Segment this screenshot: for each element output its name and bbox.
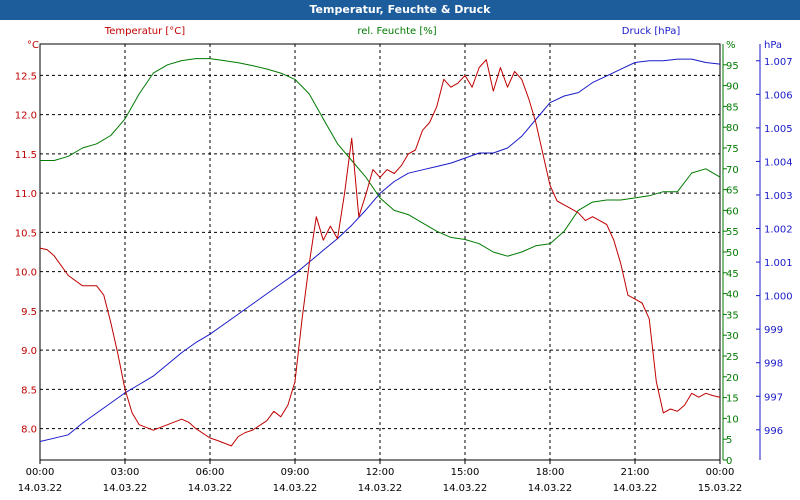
temperature-tick-label: 11.5 xyxy=(15,150,37,161)
pressure-series-line xyxy=(39,58,721,442)
humidity-series-line xyxy=(40,58,721,257)
pressure-tick-label: 1.004 xyxy=(764,157,793,168)
x-tick-date: 14.03.22 xyxy=(613,483,658,494)
pressure-axis-label: Druck [hPa] xyxy=(622,26,681,37)
temperature-tick-label: 8.0 xyxy=(21,425,37,436)
temperature-tick-label: 9.0 xyxy=(21,346,37,357)
temperature-series-line xyxy=(39,59,721,447)
humidity-tick-label: 25 xyxy=(726,352,739,363)
temperature-tick-label: 11.0 xyxy=(15,189,37,200)
humidity-tick-label: 55 xyxy=(726,227,739,238)
temperature-unit-label: °C xyxy=(27,40,39,51)
pressure-unit-label: hPa xyxy=(764,40,782,51)
pressure-tick-label: 1.007 xyxy=(764,57,793,68)
humidity-tick-label: 5 xyxy=(726,435,732,446)
temperature-tick-label: 10.0 xyxy=(15,268,37,279)
x-tick-time: 15:00 xyxy=(451,467,480,478)
x-tick-time: 06:00 xyxy=(196,467,225,478)
pressure-tick-label: 996 xyxy=(764,426,783,437)
humidity-tick-label: 80 xyxy=(726,123,739,134)
chart-title: Temperatur, Feuchte & Druck xyxy=(0,0,800,20)
x-tick-date: 14.03.22 xyxy=(273,483,318,494)
temperature-tick-label: 12.0 xyxy=(15,111,37,122)
x-tick-time: 00:00 xyxy=(706,467,735,478)
humidity-tick-label: 50 xyxy=(726,248,739,259)
x-tick-time: 09:00 xyxy=(281,467,310,478)
x-tick-date: 14.03.22 xyxy=(528,483,573,494)
plot-frame xyxy=(39,43,721,461)
humidity-tick-label: 60 xyxy=(726,206,739,217)
pressure-tick-label: 1.001 xyxy=(764,258,793,269)
humidity-tick-label: 40 xyxy=(726,290,739,301)
humidity-tick-label: 15 xyxy=(726,394,739,405)
x-tick-time: 12:00 xyxy=(366,467,395,478)
humidity-tick-label: 10 xyxy=(726,414,739,425)
temperature-tick-label: 12.5 xyxy=(15,71,37,82)
humidity-tick-label: 65 xyxy=(726,186,739,197)
temperature-tick-label: 9.5 xyxy=(21,307,37,318)
x-tick-date: 14.03.22 xyxy=(18,483,63,494)
x-tick-time: 03:00 xyxy=(111,467,140,478)
humidity-tick-label: 35 xyxy=(726,310,739,321)
humidity-tick-label: 70 xyxy=(726,165,739,176)
humidity-tick-label: 90 xyxy=(726,82,739,93)
pressure-tick-label: 997 xyxy=(764,392,783,403)
x-tick-date: 14.03.22 xyxy=(103,483,148,494)
axes: 00:00 14.03.22 03:00 14.03.22 06:00 14.03.22 0… xyxy=(15,40,793,494)
temperature-tick-label: 10.5 xyxy=(15,228,37,239)
humidity-unit-label: % xyxy=(726,40,736,51)
pressure-tick-label: 1.003 xyxy=(764,191,793,202)
series-layer xyxy=(39,58,721,447)
x-tick-time: 21:00 xyxy=(621,467,650,478)
temperature-tick-label: 8.5 xyxy=(21,385,37,396)
pressure-tick-label: 1.006 xyxy=(764,90,793,101)
humidity-tick-label: 75 xyxy=(726,144,739,155)
humidity-axis-label: rel. Feuchte [%] xyxy=(357,26,436,37)
pressure-tick-label: 1.000 xyxy=(764,292,793,303)
grid xyxy=(40,44,720,460)
pressure-tick-label: 998 xyxy=(764,359,783,370)
humidity-tick-label: 45 xyxy=(726,269,739,280)
pressure-tick-label: 999 xyxy=(764,325,783,336)
x-tick-time: 00:00 xyxy=(26,467,55,478)
pressure-tick-label: 1.005 xyxy=(764,124,793,135)
chart-area: 00:00 14.03.22 03:00 14.03.22 06:00 14.03.22 0… xyxy=(0,20,800,500)
x-tick-time: 18:00 xyxy=(536,467,565,478)
x-tick-date: 15.03.22 xyxy=(698,483,743,494)
x-tick-date: 14.03.22 xyxy=(188,483,233,494)
humidity-tick-label: 0 xyxy=(726,456,732,467)
humidity-tick-label: 85 xyxy=(726,102,739,113)
x-tick-date: 14.03.22 xyxy=(443,483,488,494)
temperature-axis-label: Temperatur [°C] xyxy=(104,26,185,37)
humidity-tick-label: 30 xyxy=(726,331,739,342)
humidity-tick-label: 20 xyxy=(726,373,739,384)
humidity-tick-label: 95 xyxy=(726,61,739,72)
pressure-tick-label: 1.002 xyxy=(764,225,793,236)
x-tick-date: 14.03.22 xyxy=(358,483,403,494)
